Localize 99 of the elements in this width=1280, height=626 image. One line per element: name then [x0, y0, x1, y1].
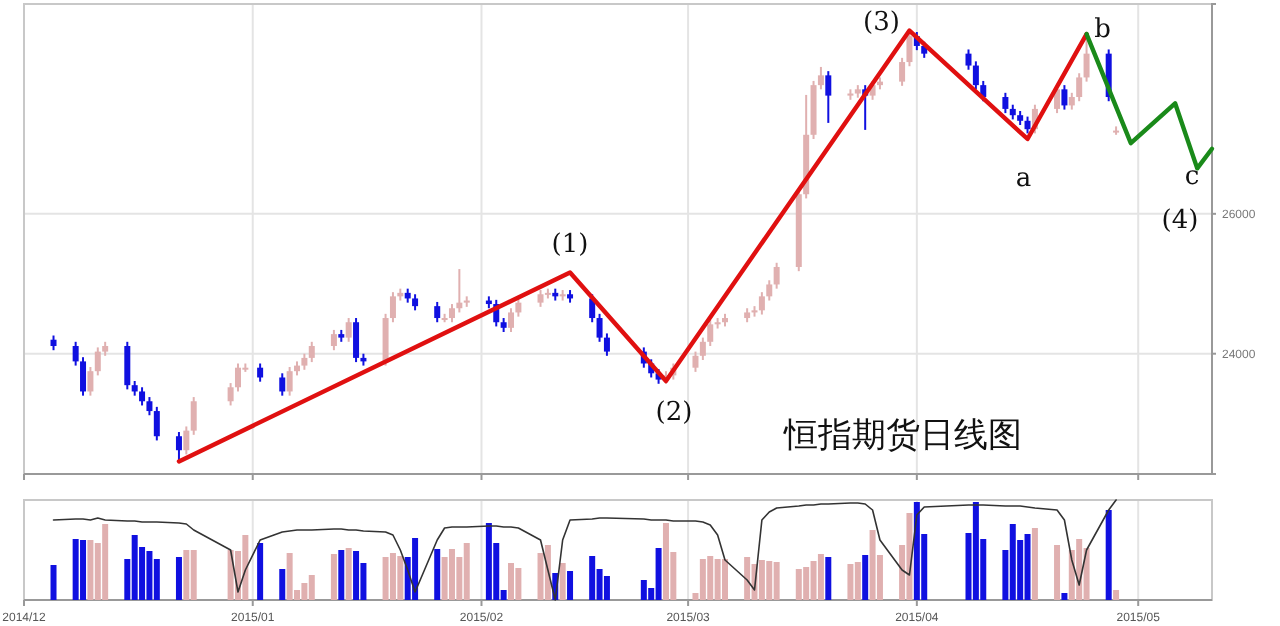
- bar: [434, 549, 441, 600]
- bar: [301, 583, 308, 600]
- candlestick: [965, 48, 972, 71]
- bar: [242, 535, 249, 600]
- candlestick: [434, 300, 441, 324]
- bar: [87, 540, 94, 600]
- candlestick: [330, 328, 337, 352]
- candlestick: [508, 307, 515, 334]
- bar: [338, 550, 345, 600]
- annotation: c: [1184, 161, 1200, 192]
- bar: [862, 555, 869, 600]
- annotation: (3): [863, 7, 900, 38]
- bar: [1009, 524, 1016, 600]
- bar: [353, 551, 360, 600]
- candlestick: [139, 386, 146, 407]
- candlestick: [1061, 84, 1068, 111]
- candlestick: [773, 261, 780, 290]
- candlestick: [190, 396, 197, 436]
- bar: [50, 565, 57, 600]
- bar: [699, 559, 706, 600]
- candlestick: [308, 340, 315, 364]
- bar: [854, 562, 861, 600]
- bar: [397, 556, 404, 600]
- bar: [131, 535, 138, 600]
- bar: [190, 550, 197, 600]
- bar: [441, 557, 448, 600]
- bar: [175, 557, 182, 600]
- bar: [803, 567, 810, 600]
- candlestick: [279, 372, 286, 397]
- bar: [714, 559, 721, 600]
- candlestick: [153, 405, 160, 442]
- candlestick: [1076, 72, 1083, 103]
- bar: [485, 523, 492, 600]
- annotation: (2): [655, 397, 693, 428]
- annotation: (1): [551, 229, 589, 260]
- annotation: 恒指期货日线图: [782, 416, 1023, 456]
- bar: [1031, 528, 1038, 600]
- bar: [382, 557, 389, 600]
- bar: [847, 564, 854, 600]
- bar: [817, 554, 824, 600]
- bar: [567, 571, 574, 600]
- bar: [345, 548, 352, 600]
- candlestick: [257, 362, 264, 383]
- bar: [662, 523, 669, 600]
- bar: [825, 557, 832, 600]
- bar: [744, 557, 751, 600]
- candlestick: [87, 365, 94, 397]
- bar: [183, 550, 190, 600]
- candlestick: [175, 431, 182, 463]
- bar: [721, 559, 728, 600]
- candlestick: [94, 346, 101, 377]
- bar: [869, 530, 876, 600]
- bar: [102, 524, 109, 600]
- candlestick: [183, 425, 190, 456]
- bar: [972, 502, 979, 600]
- candlestick: [124, 340, 131, 391]
- bar: [537, 553, 544, 600]
- bar: [257, 543, 264, 600]
- annotation: b: [1094, 15, 1111, 46]
- bar: [640, 580, 647, 600]
- bar: [389, 553, 396, 600]
- bar: [146, 551, 153, 600]
- bar: [810, 561, 817, 600]
- bar: [1024, 534, 1031, 600]
- bar: [707, 556, 714, 600]
- bar: [773, 562, 780, 600]
- candlestick: [1002, 91, 1009, 115]
- candlestick: [345, 317, 352, 343]
- candlestick: [825, 70, 832, 124]
- bar: [448, 549, 455, 600]
- bar: [1061, 593, 1068, 600]
- bar: [153, 559, 160, 600]
- annotation: (4): [1161, 205, 1199, 236]
- bar: [330, 554, 337, 600]
- bar: [463, 543, 470, 600]
- bar: [906, 513, 913, 600]
- bar: [655, 548, 662, 600]
- bar: [1105, 510, 1112, 600]
- candlestick: [692, 350, 699, 373]
- bar: [72, 539, 79, 600]
- bar: [412, 538, 419, 600]
- bar: [515, 568, 522, 600]
- annotation: a: [1015, 163, 1032, 194]
- candlestick: [972, 60, 979, 91]
- bar: [508, 563, 515, 600]
- bar: [308, 575, 315, 600]
- bar: [1113, 590, 1120, 600]
- bar: [286, 553, 293, 600]
- bar: [279, 569, 286, 600]
- bar: [758, 560, 765, 600]
- candlestick: [286, 365, 293, 397]
- bar: [559, 563, 566, 600]
- bar: [795, 569, 802, 600]
- bar: [80, 540, 87, 600]
- candlestick: [353, 317, 360, 364]
- bar: [603, 576, 610, 600]
- bar: [766, 561, 773, 600]
- bar: [589, 556, 596, 600]
- bar: [1054, 545, 1061, 600]
